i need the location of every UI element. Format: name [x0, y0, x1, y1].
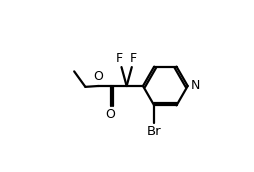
Text: Br: Br: [146, 126, 161, 138]
Text: O: O: [93, 70, 103, 83]
Text: F: F: [116, 52, 123, 65]
Text: N: N: [190, 79, 199, 92]
Text: O: O: [105, 108, 115, 121]
Text: F: F: [130, 52, 137, 65]
